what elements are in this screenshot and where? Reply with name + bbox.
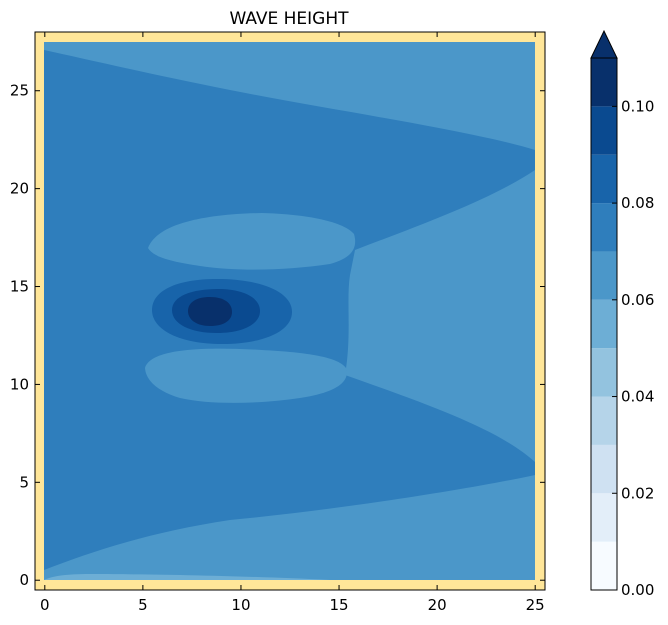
colorbar-segment <box>591 251 617 300</box>
contour-region-bottom-corner-strip <box>44 574 330 580</box>
y-tick-label: 15 <box>10 278 29 296</box>
contour-region-right-lower-wedge <box>345 375 535 462</box>
colorbar-segment <box>591 58 617 107</box>
x-tick-label: 0 <box>40 596 50 614</box>
contour-region-upper-edge-band <box>44 42 535 150</box>
colorbar-tick-label: 0.10 <box>621 97 654 115</box>
colorbar-tick-label: 0.00 <box>621 581 654 599</box>
colorbar-frame <box>590 57 618 591</box>
contour-region-source-core <box>188 297 232 326</box>
plot-area <box>34 31 546 591</box>
colorbar-segment <box>591 541 617 590</box>
colorbar: 0.00 0.02 0.04 0.06 0.08 0.10 <box>590 29 654 599</box>
x-tick-label: 10 <box>231 596 250 614</box>
colorbar-tick-label: 0.08 <box>621 194 654 212</box>
colorbar-tick-label: 0.06 <box>621 291 654 309</box>
colorbar-tick-label: 0.04 <box>621 388 654 406</box>
y-tick-label: 10 <box>10 375 29 393</box>
x-tick-label: 5 <box>138 596 148 614</box>
x-tick-label: 25 <box>526 596 545 614</box>
y-tick-label: 25 <box>10 82 29 100</box>
colorbar-extend-max <box>590 29 618 59</box>
colorbar-tick-label: 0.02 <box>621 484 654 502</box>
colorbar-segment <box>591 203 617 252</box>
contour-region-lobe-above-source <box>148 213 356 270</box>
contour-region-lobe-below-source <box>145 348 347 403</box>
contour-region-right-upper-wedge <box>355 170 535 250</box>
colorbar-segment <box>591 348 617 397</box>
colorbar-segment <box>591 154 617 204</box>
contour-region-right-middle-block <box>345 250 535 375</box>
x-tick-label: 20 <box>428 596 447 614</box>
colorbar-segment <box>591 106 617 155</box>
x-tick-label: 15 <box>329 596 348 614</box>
y-tick-label: 20 <box>10 180 29 198</box>
colorbar-segment <box>591 493 617 542</box>
contour-region-bottom-edge-band <box>44 475 535 580</box>
colorbar-segment <box>591 444 617 494</box>
plot-frame <box>34 31 546 591</box>
y-tick-label: 0 <box>19 571 29 589</box>
y-axis: 0 5 10 15 20 25 <box>10 82 545 589</box>
colorbar-segment <box>591 299 617 349</box>
chart-title: WAVE HEIGHT <box>229 9 349 29</box>
colorbar-segment <box>591 396 617 445</box>
y-tick-label: 5 <box>19 473 29 491</box>
x-axis: 0 5 10 15 20 25 <box>40 32 545 614</box>
